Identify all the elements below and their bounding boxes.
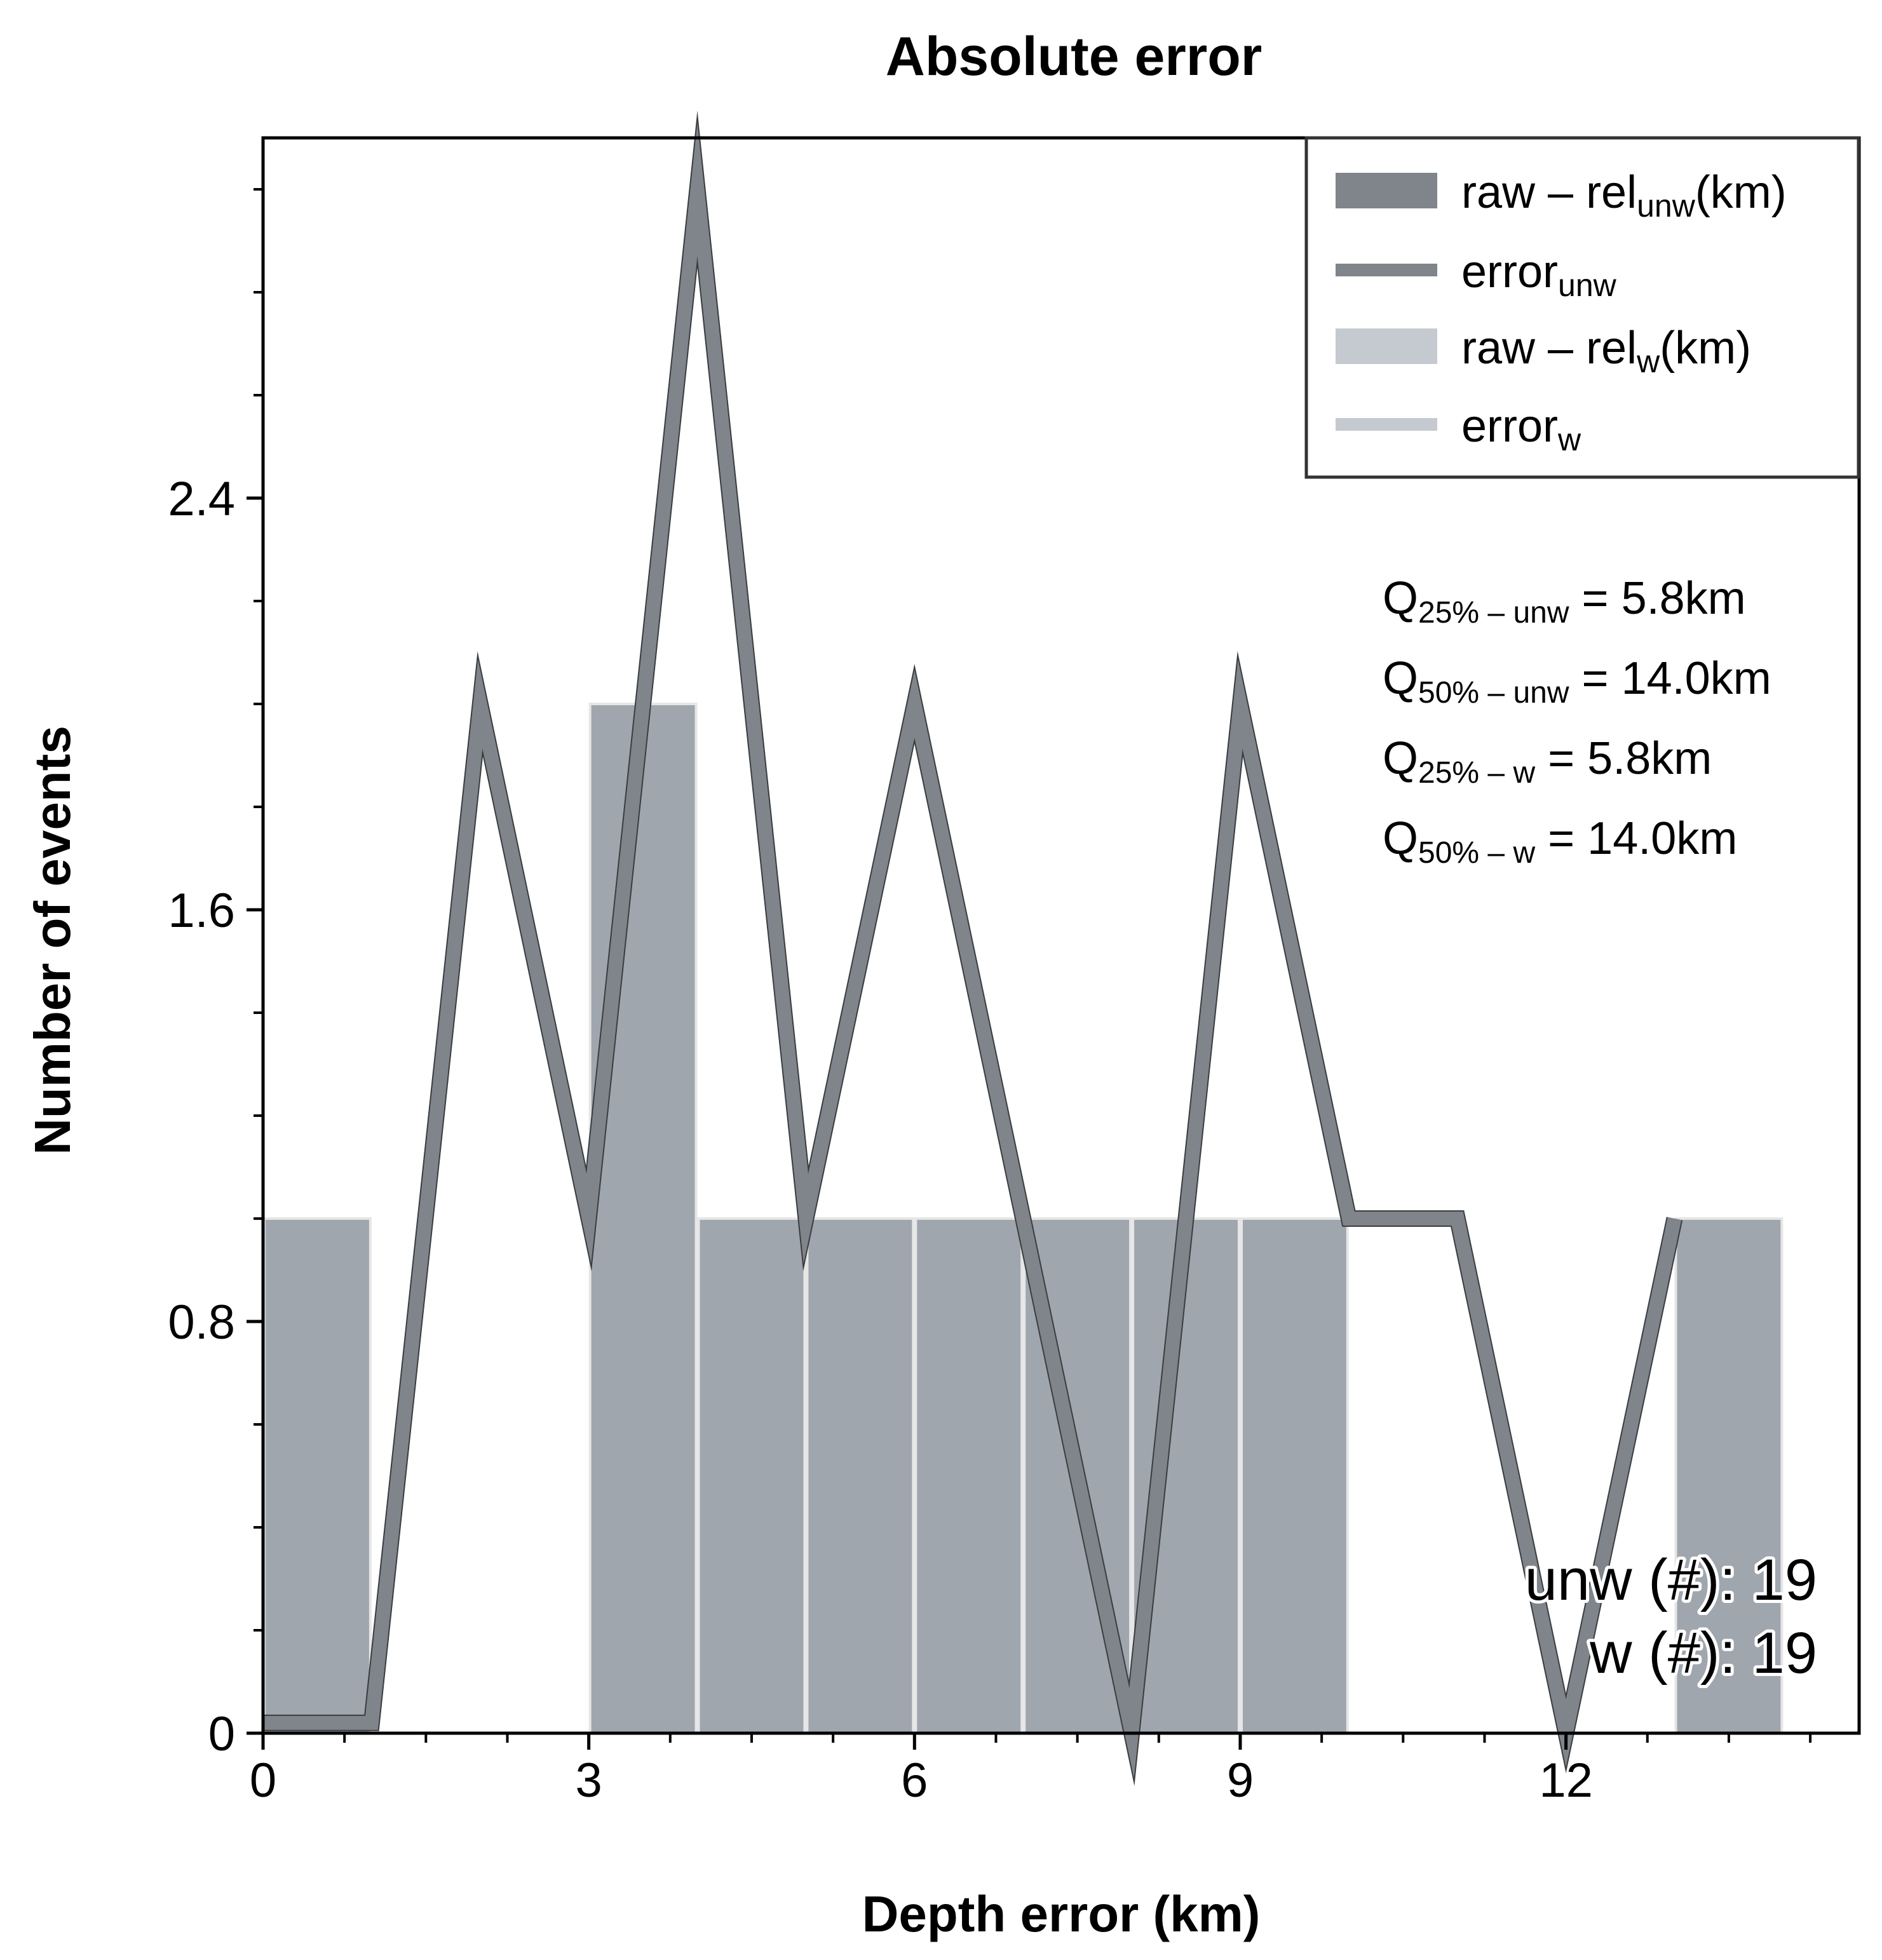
legend-label: errorw [1461, 401, 1581, 457]
legend-label: errorunw [1461, 247, 1617, 303]
axis-ticks: 0 3 6 9 12 0 0.8 1.6 2.4 [168, 188, 1812, 1808]
count-label: w (#): 19 [1589, 1621, 1817, 1686]
quantile-label: Q25% – unw = 5.8km [1383, 573, 1746, 630]
x-tick-label: 3 [576, 1754, 602, 1808]
legend-entries: raw – relunw(km) errorunw raw – relw(km) er… [1336, 167, 1787, 457]
x-tick-label: 12 [1539, 1754, 1593, 1808]
chart-title: Absolute error [886, 26, 1263, 87]
quantile-label: Q50% – unw = 14.0km [1383, 653, 1771, 710]
x-tick-label: 6 [901, 1754, 928, 1808]
y-tick-label: 0.8 [168, 1295, 235, 1349]
legend-label: raw – relw(km) [1461, 323, 1751, 379]
y-axis-label: Number of events [24, 726, 81, 1155]
histogram-bar [914, 1217, 1024, 1734]
x-tick-label: 9 [1227, 1754, 1254, 1808]
quantile-label: Q50% – w = 14.0km [1383, 813, 1737, 870]
legend-patch-swatch [1336, 328, 1437, 364]
histogram-bar [806, 1217, 915, 1734]
quantile-label: Q25% – w = 5.8km [1383, 733, 1712, 790]
y-tick-label: 2.4 [168, 472, 235, 526]
count-label: unw (#): 19 [1525, 1548, 1817, 1612]
plot-frame [261, 136, 1861, 1735]
error-line [263, 123, 1682, 1778]
legend-label: raw – relunw(km) [1461, 167, 1787, 224]
quantile-annotations: Q25% – unw = 5.8km Q50% – unw = 14.0km Q25… [1383, 573, 1771, 870]
histogram-bar [588, 703, 698, 1734]
legend: raw – relunw(km) errorunw raw – relw(km) er… [1304, 136, 1860, 479]
legend-patch-swatch [1336, 173, 1437, 208]
error-line-layer [263, 111, 1683, 1787]
y-tick-label: 1.6 [168, 884, 235, 938]
x-tick-label: 0 [250, 1754, 276, 1808]
histogram-bar [697, 1217, 806, 1734]
histogram-bar [1240, 1217, 1349, 1734]
y-tick-label: 0 [208, 1707, 235, 1761]
count-annotations: unw (#): 19 w (#): 19 [1522, 1544, 1820, 1689]
histogram-bar [263, 1217, 372, 1734]
x-axis-label: Depth error (km) [862, 1886, 1261, 1942]
